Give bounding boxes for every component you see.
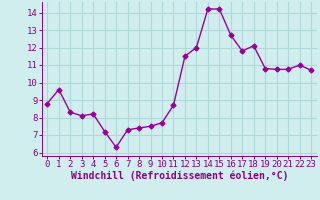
X-axis label: Windchill (Refroidissement éolien,°C): Windchill (Refroidissement éolien,°C) [70,171,288,181]
